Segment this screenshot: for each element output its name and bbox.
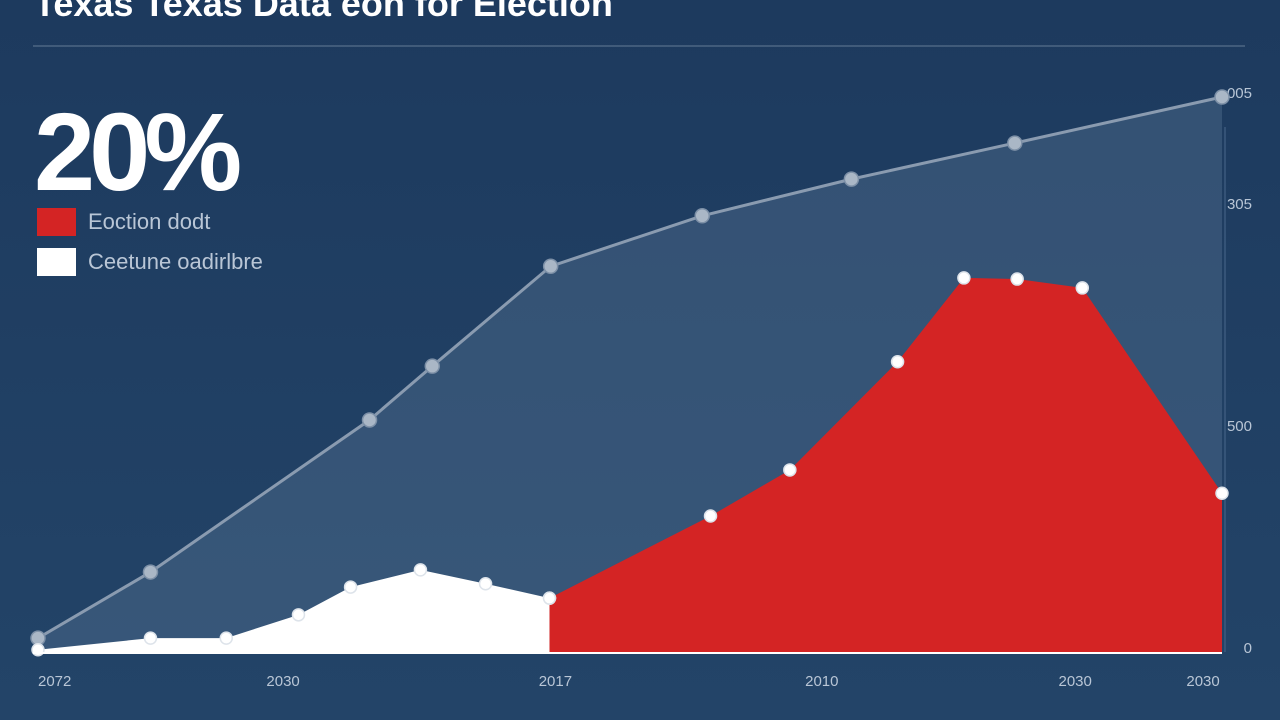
chart-title: Texas Texas Data eoh for Election bbox=[34, 0, 613, 24]
data-point bbox=[703, 509, 718, 523]
data-point bbox=[957, 271, 971, 285]
data-point bbox=[783, 463, 797, 477]
legend-label: Eoction dodt bbox=[88, 209, 210, 234]
legend-label: Ceetune oadirlbre bbox=[88, 249, 263, 274]
series-area bbox=[38, 569, 550, 652]
legend-swatch bbox=[37, 248, 76, 276]
data-point bbox=[890, 354, 905, 369]
series-area bbox=[549, 277, 1222, 652]
data-point bbox=[542, 258, 559, 275]
data-point bbox=[142, 564, 159, 580]
x-tick-label: 2030 bbox=[1186, 673, 1219, 690]
data-point bbox=[291, 608, 306, 622]
y-tick-label: 0 bbox=[1244, 640, 1252, 657]
data-point bbox=[143, 631, 158, 645]
data-point bbox=[1010, 272, 1024, 286]
x-tick-label: 2030 bbox=[1058, 673, 1091, 690]
data-point bbox=[1215, 486, 1229, 501]
x-tick-label: 2017 bbox=[539, 673, 572, 690]
x-tick-label: 2030 bbox=[266, 673, 299, 690]
data-point bbox=[1075, 281, 1090, 295]
x-tick-label: 2010 bbox=[805, 673, 838, 690]
data-point bbox=[30, 630, 46, 646]
data-point bbox=[424, 358, 441, 374]
data-point bbox=[361, 412, 378, 428]
data-point bbox=[1007, 135, 1023, 151]
data-point bbox=[542, 591, 557, 605]
data-point bbox=[413, 563, 428, 577]
y-tick-label: 500 bbox=[1227, 418, 1252, 435]
data-point bbox=[343, 580, 358, 594]
legend-swatch bbox=[37, 208, 76, 236]
big-stat: 20% bbox=[34, 91, 239, 214]
y-tick-label: 005 bbox=[1227, 85, 1252, 102]
data-point bbox=[1214, 89, 1230, 105]
data-point bbox=[694, 208, 710, 224]
data-point bbox=[478, 576, 493, 591]
x-tick-label: 2072 bbox=[38, 673, 71, 690]
data-point bbox=[219, 631, 234, 645]
y-tick-label: 305 bbox=[1227, 196, 1252, 213]
data-point bbox=[843, 171, 860, 187]
